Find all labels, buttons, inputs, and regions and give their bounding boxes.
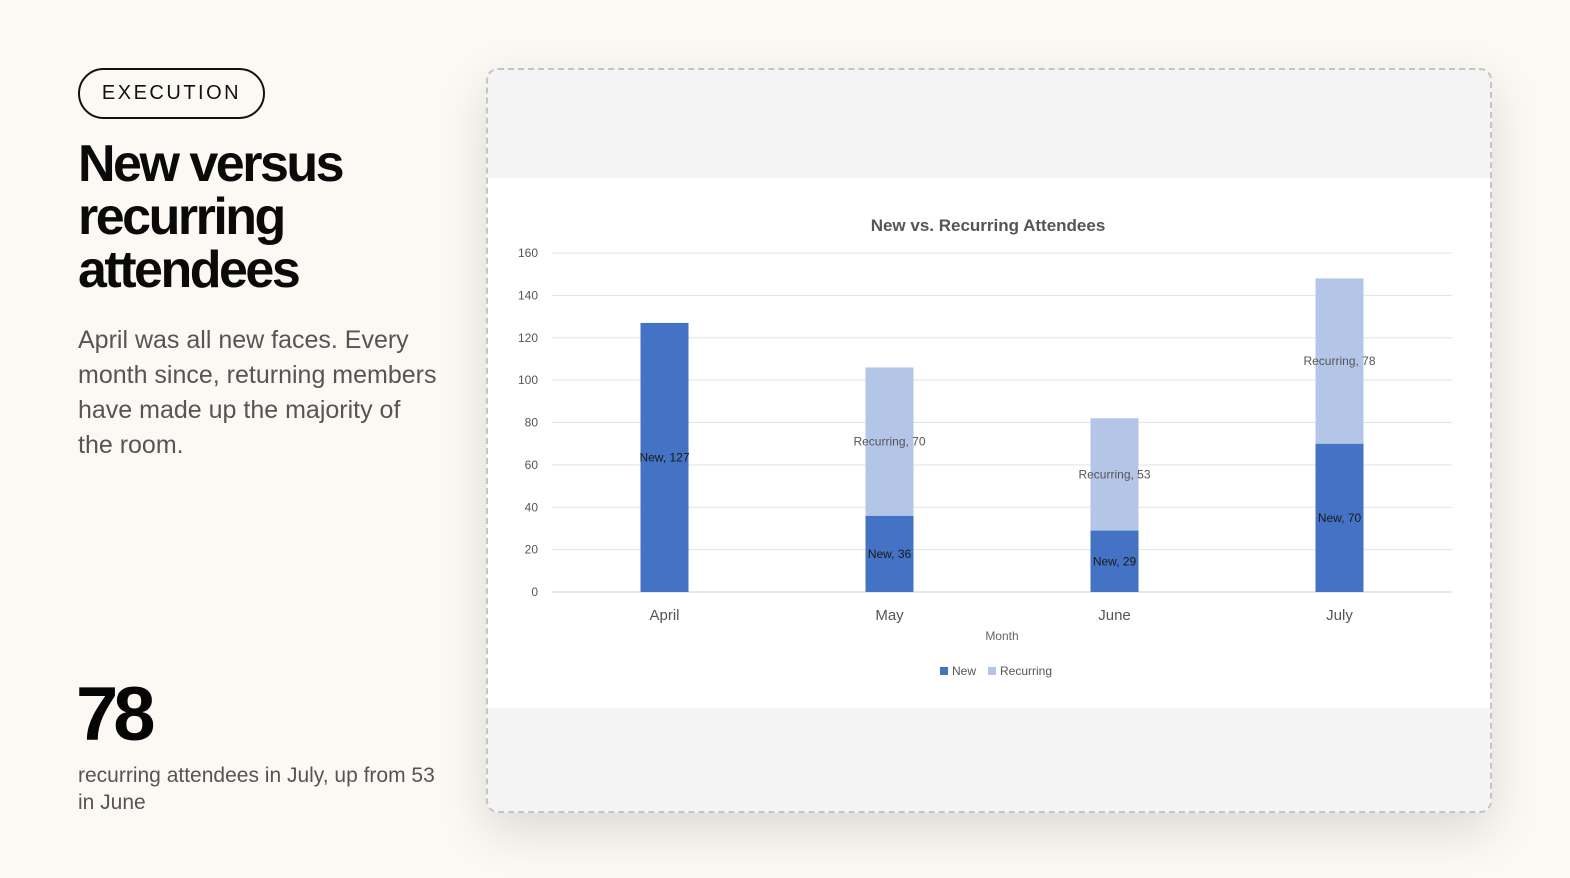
- bar-new-april: [640, 322, 689, 592]
- y-tick-label: 60: [525, 458, 539, 472]
- y-tick-label: 160: [518, 246, 538, 260]
- x-tick-label: May: [875, 607, 904, 624]
- axes: 0 20 40 60 80 100 120 140 160 April May June July: [518, 246, 1353, 624]
- legend-swatch-recurring: [988, 667, 996, 675]
- y-tick-label: 0: [531, 585, 538, 599]
- x-axis-title: Month: [985, 629, 1018, 643]
- section-badge: EXECUTION: [78, 68, 265, 119]
- stat-caption: recurring attendees in July, up from 53 …: [78, 764, 435, 814]
- bar-recurring-june: [1090, 418, 1139, 531]
- legend-label-recurring: Recurring: [1000, 664, 1052, 678]
- y-tick-label: 80: [525, 416, 539, 430]
- chart-frame: New, 127 New, 36 Recurring, 70 New, 29 Recur…: [486, 68, 1492, 813]
- data-label: New, 127: [639, 450, 689, 464]
- bars: [640, 278, 1364, 592]
- data-label: New, 29: [1093, 554, 1137, 568]
- stat-value: 78: [76, 672, 156, 757]
- data-labels: New, 127 New, 36 Recurring, 70 New, 29 Recur…: [639, 354, 1375, 568]
- y-tick-label: 100: [518, 373, 538, 387]
- x-tick-label: April: [649, 607, 679, 624]
- y-tick-label: 120: [518, 331, 538, 345]
- y-tick-label: 20: [525, 543, 539, 557]
- y-tick-label: 140: [518, 288, 538, 302]
- chart-panel: New, 127 New, 36 Recurring, 70 New, 29 Recur…: [488, 178, 1490, 708]
- bar-new-july: [1315, 443, 1364, 592]
- bar-recurring-july: [1315, 278, 1364, 444]
- bar-chart: New, 127 New, 36 Recurring, 70 New, 29 Recur…: [518, 216, 1452, 678]
- y-tick-label: 40: [525, 500, 539, 514]
- data-label: New, 36: [868, 547, 912, 561]
- chart-title: New vs. Recurring Attendees: [871, 216, 1106, 235]
- bar-new-may: [865, 515, 914, 592]
- legend: New Recurring: [940, 664, 1052, 678]
- data-label: Recurring, 78: [1303, 354, 1375, 368]
- data-label: Recurring, 70: [853, 435, 925, 449]
- legend-label-new: New: [952, 664, 976, 678]
- bar-recurring-may: [865, 367, 914, 516]
- page-title: New versus recurring attendees: [78, 135, 345, 299]
- description: April was all new faces. Every month sin…: [78, 326, 437, 459]
- x-tick-label: July: [1326, 607, 1353, 624]
- bar-new-june: [1090, 530, 1139, 592]
- gridlines: [552, 252, 1452, 593]
- x-tick-label: June: [1098, 607, 1131, 624]
- legend-swatch-new: [940, 667, 948, 675]
- data-label: Recurring, 53: [1078, 467, 1150, 481]
- data-label: New, 70: [1318, 511, 1362, 525]
